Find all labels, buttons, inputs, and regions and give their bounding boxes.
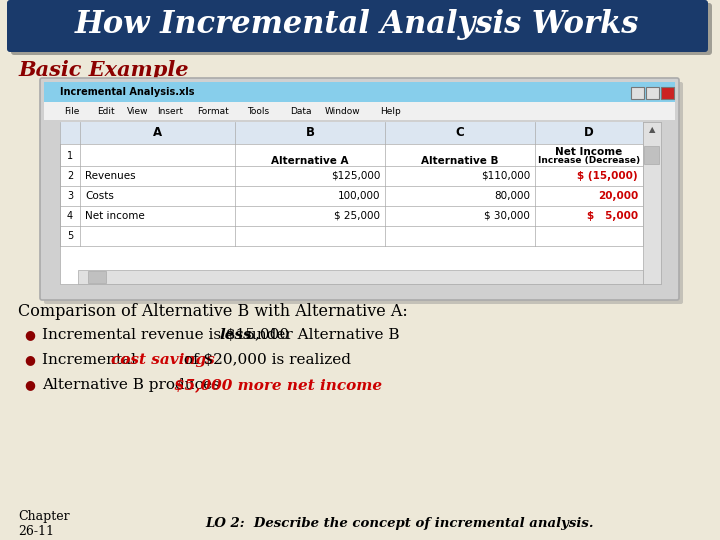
Text: $110,000: $110,000: [481, 171, 530, 181]
Text: 80,000: 80,000: [494, 191, 530, 201]
Text: 1: 1: [67, 151, 73, 161]
Text: ▲: ▲: [649, 125, 655, 134]
Text: LO 2:  Describe the concept of incremental analysis.: LO 2: Describe the concept of incrementa…: [206, 517, 594, 530]
Text: $   5,000: $ 5,000: [587, 211, 638, 221]
FancyBboxPatch shape: [44, 102, 675, 120]
Text: $ 30,000: $ 30,000: [484, 211, 530, 221]
Text: Incremental: Incremental: [42, 353, 141, 367]
Text: B: B: [305, 126, 315, 139]
Text: Net Income: Net Income: [555, 147, 623, 157]
Text: $5,000 more net income: $5,000 more net income: [174, 378, 382, 392]
Text: $ 25,000: $ 25,000: [334, 211, 380, 221]
Text: Alternative B produces: Alternative B produces: [42, 378, 225, 392]
Text: ●: ●: [24, 328, 35, 341]
Text: Incremental Analysis.xls: Incremental Analysis.xls: [60, 87, 194, 97]
Text: Insert: Insert: [157, 106, 183, 116]
FancyBboxPatch shape: [78, 270, 643, 284]
Text: Comparison of Alternative B with Alternative A:: Comparison of Alternative B with Alterna…: [18, 303, 408, 321]
Text: Incremental revenue is $15,000: Incremental revenue is $15,000: [42, 328, 294, 342]
Text: less: less: [220, 328, 252, 342]
Text: 5: 5: [67, 231, 73, 241]
FancyBboxPatch shape: [631, 87, 644, 99]
FancyBboxPatch shape: [7, 0, 708, 52]
FancyBboxPatch shape: [646, 87, 659, 99]
Text: Alternative B: Alternative B: [421, 156, 499, 166]
Text: Costs: Costs: [85, 191, 114, 201]
Text: $ (15,000): $ (15,000): [577, 171, 638, 181]
FancyBboxPatch shape: [44, 82, 683, 304]
Text: D: D: [584, 126, 594, 139]
Text: of $20,000 is realized: of $20,000 is realized: [179, 353, 351, 367]
FancyBboxPatch shape: [40, 78, 679, 300]
FancyBboxPatch shape: [11, 3, 712, 55]
FancyBboxPatch shape: [661, 87, 674, 99]
Text: Tools: Tools: [247, 106, 269, 116]
Text: File: File: [64, 106, 79, 116]
FancyBboxPatch shape: [44, 82, 675, 102]
FancyBboxPatch shape: [88, 271, 106, 283]
Text: Edit: Edit: [97, 106, 114, 116]
Text: 2: 2: [67, 171, 73, 181]
Text: ●: ●: [24, 354, 35, 367]
Text: Net income: Net income: [85, 211, 145, 221]
Text: Alternative A: Alternative A: [271, 156, 348, 166]
Text: Format: Format: [197, 106, 229, 116]
Text: Data: Data: [290, 106, 312, 116]
FancyBboxPatch shape: [60, 122, 643, 144]
Text: ●: ●: [24, 379, 35, 392]
FancyBboxPatch shape: [643, 122, 661, 284]
Text: Help: Help: [380, 106, 401, 116]
Text: cost savings: cost savings: [111, 353, 215, 367]
Text: Basic Example: Basic Example: [18, 60, 189, 80]
Text: View: View: [127, 106, 148, 116]
Text: 100,000: 100,000: [338, 191, 380, 201]
Text: under Alternative B: under Alternative B: [242, 328, 400, 342]
FancyBboxPatch shape: [644, 146, 659, 164]
Text: Increase (Decrease): Increase (Decrease): [538, 157, 640, 165]
Text: 4: 4: [67, 211, 73, 221]
Text: Chapter
26-11: Chapter 26-11: [18, 510, 70, 538]
Text: C: C: [456, 126, 464, 139]
Text: $125,000: $125,000: [330, 171, 380, 181]
Text: How Incremental Analysis Works: How Incremental Analysis Works: [75, 10, 639, 40]
Text: 20,000: 20,000: [598, 191, 638, 201]
Text: A: A: [153, 126, 162, 139]
Text: Revenues: Revenues: [85, 171, 135, 181]
Text: Window: Window: [325, 106, 361, 116]
FancyBboxPatch shape: [60, 122, 661, 284]
Text: 3: 3: [67, 191, 73, 201]
